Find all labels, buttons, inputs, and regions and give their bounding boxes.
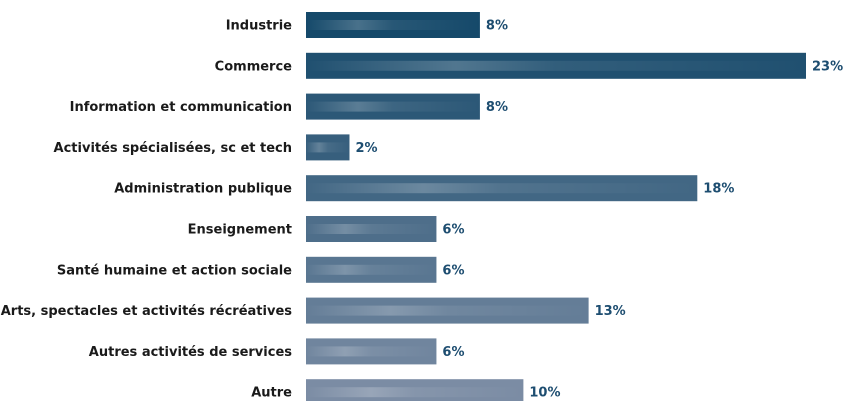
bar-sheen xyxy=(306,142,350,153)
bar-sheen xyxy=(306,20,480,30)
value-label: 13% xyxy=(595,304,626,319)
bar-sheen xyxy=(306,101,480,112)
value-label: 6% xyxy=(442,223,464,238)
bar-sheen xyxy=(306,387,524,398)
category-label: Enseignement xyxy=(188,223,292,238)
category-label: Autres activités de services xyxy=(89,345,292,360)
value-label: 8% xyxy=(486,100,508,115)
value-label: 8% xyxy=(486,19,508,34)
category-label: Industrie xyxy=(226,19,292,34)
category-label: Information et communication xyxy=(70,100,292,115)
value-label: 6% xyxy=(442,263,464,278)
bar-sheen xyxy=(306,264,437,275)
category-label: Autre xyxy=(251,386,292,401)
value-label: 23% xyxy=(812,59,843,74)
bar-sheen xyxy=(306,224,437,234)
category-label: Commerce xyxy=(215,59,292,74)
value-label: 2% xyxy=(355,141,377,156)
category-label: Arts, spectacles et activités récréative… xyxy=(1,304,293,319)
bar-sheen xyxy=(306,183,698,194)
bar-sheen xyxy=(306,305,589,316)
category-label: Activités spécialisées, sc et tech xyxy=(54,141,292,156)
value-label: 10% xyxy=(529,386,560,401)
bars-group: Industrie 8% Commerce 23% Information et com… xyxy=(1,12,843,401)
value-label: 18% xyxy=(703,182,734,197)
value-label: 6% xyxy=(442,345,464,360)
category-label: Santé humaine et action sociale xyxy=(57,263,292,278)
category-label: Administration publique xyxy=(114,182,292,197)
bar-sheen xyxy=(306,60,806,71)
bar-sheen xyxy=(306,346,437,357)
